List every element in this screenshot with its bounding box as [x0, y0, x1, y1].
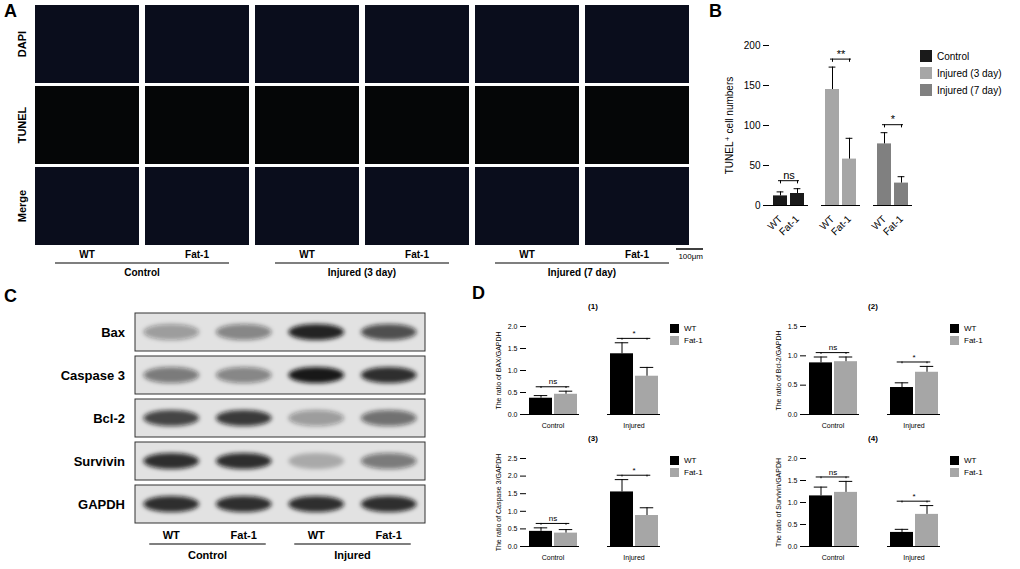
- svg-text:1.5: 1.5: [508, 490, 518, 497]
- svg-text:0: 0: [755, 200, 761, 211]
- svg-text:Survivin: Survivin: [74, 454, 125, 469]
- svg-text:A: A: [4, 1, 17, 21]
- svg-text:WT: WT: [765, 213, 785, 232]
- svg-text:Injured: Injured: [903, 422, 925, 430]
- svg-text:Fat-1: Fat-1: [829, 213, 854, 238]
- svg-text:Fat-1: Fat-1: [777, 213, 802, 238]
- svg-text:150: 150: [744, 80, 761, 91]
- html-text:Injured (3 day): Injured (3 day): [937, 67, 1002, 79]
- html-text:Fat-1: Fat-1: [964, 336, 983, 345]
- svg-text:ns: ns: [783, 169, 795, 181]
- svg-text:Injured (3 day): Injured (3 day): [328, 267, 396, 278]
- svg-text:2.5: 2.5: [508, 455, 518, 462]
- svg-text:The ratio of Survivin/GAPDH: The ratio of Survivin/GAPDH: [775, 458, 782, 547]
- svg-text:2.0: 2.0: [508, 472, 518, 479]
- svg-text:WT: WT: [869, 213, 889, 232]
- svg-text:GAPDH: GAPDH: [78, 497, 125, 512]
- svg-text:0.5: 0.5: [788, 381, 798, 388]
- svg-text:WT: WT: [299, 249, 315, 260]
- svg-text:*: *: [912, 492, 915, 501]
- svg-text:C: C: [4, 286, 17, 306]
- html-text:(2): (2): [868, 302, 878, 311]
- svg-text:1.0: 1.0: [788, 352, 798, 359]
- svg-text:Fat-1: Fat-1: [625, 249, 649, 260]
- html-text:(4): (4): [868, 434, 878, 443]
- svg-text:Bcl-2: Bcl-2: [93, 411, 125, 426]
- svg-text:Fat-1: Fat-1: [405, 249, 429, 260]
- svg-text:Control: Control: [188, 549, 227, 561]
- svg-text:Injured (7 day): Injured (7 day): [548, 267, 616, 278]
- svg-text:The ratio of Bcl-2/GAPDH: The ratio of Bcl-2/GAPDH: [775, 330, 782, 410]
- svg-text:Fat-1: Fat-1: [881, 213, 906, 238]
- svg-text:100: 100: [744, 120, 761, 131]
- html-text:Fat-1: Fat-1: [684, 468, 703, 477]
- svg-text:DAPI: DAPI: [16, 31, 28, 57]
- svg-text:1.5: 1.5: [508, 345, 518, 352]
- svg-text:1.5: 1.5: [788, 323, 798, 330]
- svg-text:1.0: 1.0: [508, 508, 518, 515]
- svg-text:Control: Control: [542, 554, 565, 561]
- svg-text:WT: WT: [79, 249, 95, 260]
- svg-text:Injured: Injured: [334, 549, 371, 561]
- svg-text:*: *: [912, 353, 915, 362]
- svg-text:0.0: 0.0: [508, 543, 518, 550]
- svg-text:Merge: Merge: [16, 190, 28, 222]
- html-text:Fat-1: Fat-1: [964, 468, 983, 477]
- svg-text:ns: ns: [829, 343, 837, 352]
- svg-text:1.5: 1.5: [788, 477, 798, 484]
- svg-text:WT: WT: [519, 249, 535, 260]
- svg-text:0.0: 0.0: [508, 411, 518, 418]
- html-text:D: D: [472, 283, 485, 303]
- svg-text:0.0: 0.0: [788, 543, 798, 550]
- html-text:WT: WT: [684, 324, 697, 333]
- svg-text:*: *: [632, 466, 635, 475]
- svg-text:1.0: 1.0: [508, 367, 518, 374]
- svg-text:200: 200: [744, 40, 761, 51]
- html-text:(3): (3): [588, 434, 598, 443]
- svg-text:Fat-1: Fat-1: [376, 529, 402, 541]
- svg-text:ns: ns: [549, 377, 557, 386]
- svg-text:0.5: 0.5: [508, 525, 518, 532]
- html-text:(1): (1): [588, 302, 598, 311]
- html-text:WT: WT: [684, 456, 697, 465]
- svg-text:Bax: Bax: [101, 325, 126, 340]
- svg-text:2.0: 2.0: [508, 323, 518, 330]
- svg-text:*: *: [632, 329, 635, 338]
- svg-text:Caspase 3: Caspase 3: [61, 368, 125, 383]
- svg-text:Control: Control: [542, 422, 565, 429]
- svg-text:Injured: Injured: [623, 554, 645, 562]
- html-text:Fat-1: Fat-1: [684, 336, 703, 345]
- svg-text:TUNEL⁺ cell numbers: TUNEL⁺ cell numbers: [724, 77, 735, 175]
- svg-text:100μm: 100μm: [678, 252, 703, 261]
- svg-text:0.5: 0.5: [508, 389, 518, 396]
- html-text:Injured (7 day): Injured (7 day): [937, 84, 1002, 96]
- svg-text:ns: ns: [829, 468, 837, 477]
- svg-text:The ratio of BAX/GAPDH: The ratio of BAX/GAPDH: [495, 331, 502, 409]
- svg-text:Injured: Injured: [903, 554, 925, 562]
- svg-text:The ratio of Caspase 3/GAPDH: The ratio of Caspase 3/GAPDH: [495, 454, 503, 552]
- svg-text:WT: WT: [308, 529, 325, 541]
- html-text:WT: WT: [964, 324, 977, 333]
- html-text:WT: WT: [964, 456, 977, 465]
- svg-text:50: 50: [749, 160, 761, 171]
- svg-text:WT: WT: [163, 529, 180, 541]
- svg-text:Fat-1: Fat-1: [185, 249, 209, 260]
- svg-text:TUNEL: TUNEL: [16, 106, 28, 143]
- svg-text:WT: WT: [817, 213, 837, 232]
- html-text:B: B: [709, 1, 722, 21]
- svg-text:0.0: 0.0: [788, 411, 798, 418]
- svg-text:1.0: 1.0: [788, 499, 798, 506]
- svg-text:Control: Control: [822, 422, 845, 429]
- svg-text:Fat-1: Fat-1: [231, 529, 257, 541]
- svg-text:0.5: 0.5: [788, 521, 798, 528]
- svg-text:*: *: [891, 113, 896, 125]
- svg-text:Injured: Injured: [623, 422, 645, 430]
- html-text:Control: Control: [937, 50, 970, 62]
- svg-text:ns: ns: [549, 514, 557, 523]
- svg-text:**: **: [837, 48, 846, 60]
- svg-text:2.0: 2.0: [788, 455, 798, 462]
- svg-text:Control: Control: [124, 267, 160, 278]
- svg-text:Control: Control: [822, 554, 845, 561]
